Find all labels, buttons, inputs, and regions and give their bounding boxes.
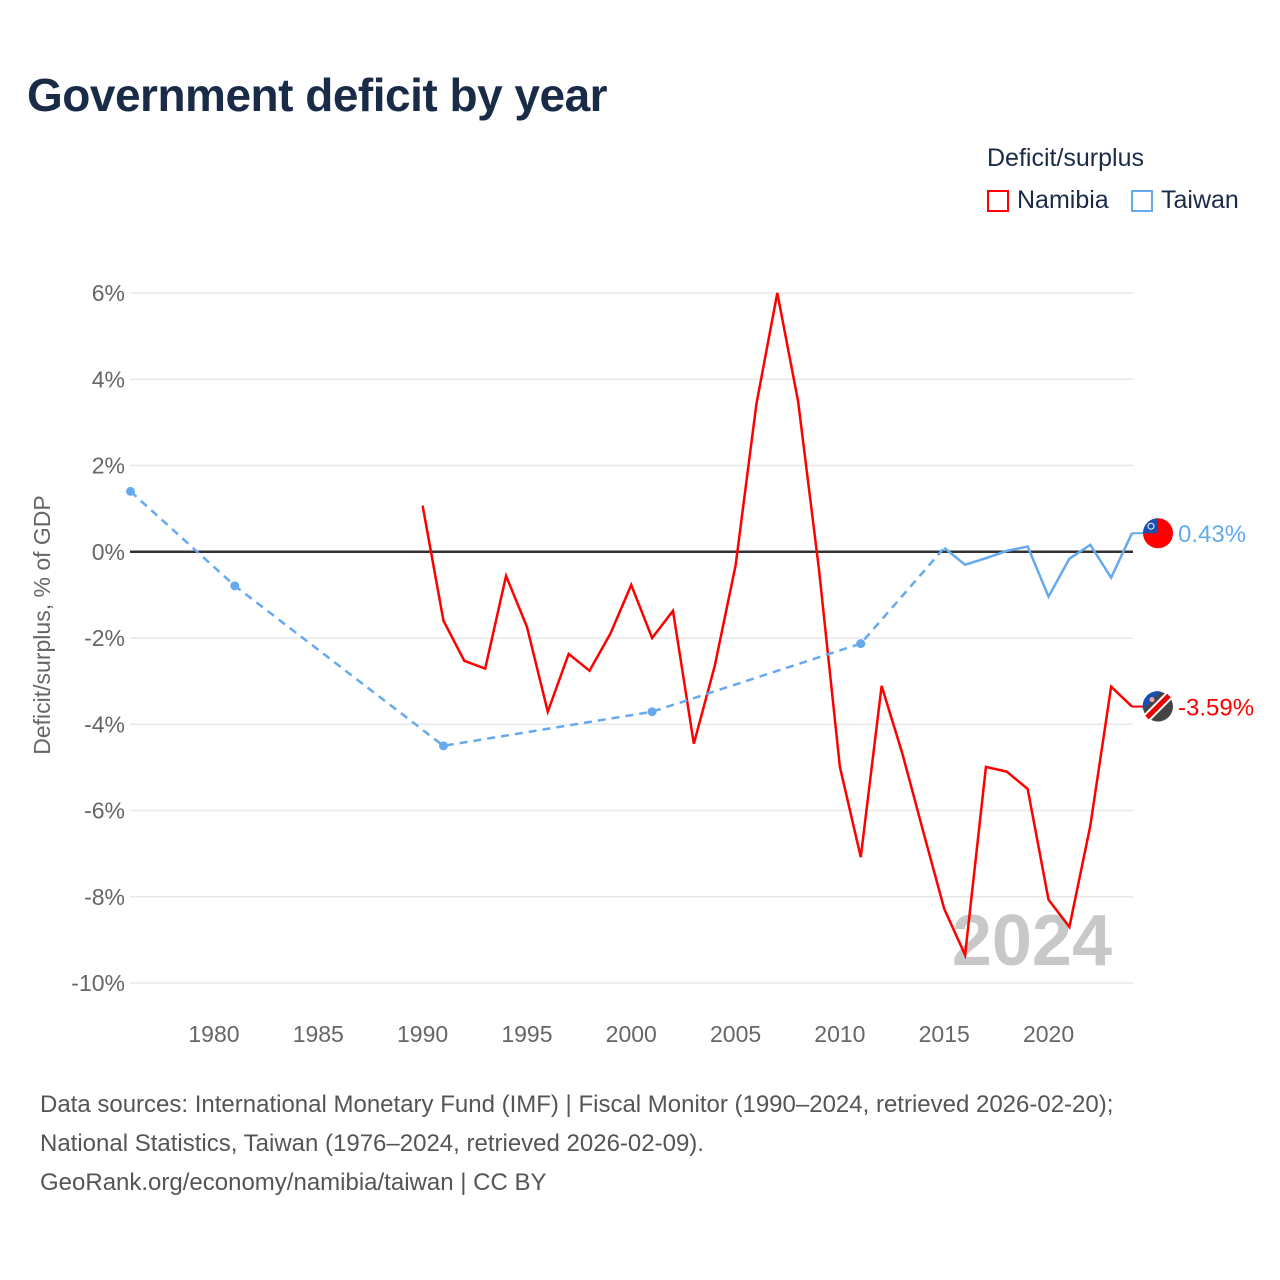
x-tick-label: 2000	[606, 1021, 657, 1047]
year-watermark: 2024	[952, 901, 1112, 981]
legend-title: Deficit/surplus	[987, 144, 1144, 172]
end-value-label: 0.43%	[1178, 521, 1246, 548]
y-tick-label: -2%	[84, 625, 125, 651]
x-tick-label: 2010	[814, 1021, 865, 1047]
namibia-flag-red	[1145, 693, 1171, 720]
y-tick-label: 4%	[92, 366, 125, 392]
x-tick-label: 2020	[1023, 1021, 1074, 1047]
data-point	[126, 486, 135, 496]
series-line-taiwan-sparse	[129, 490, 946, 748]
y-tick-label: 0%	[92, 539, 125, 565]
y-tick-label: 2%	[92, 453, 125, 479]
legend-item-namibia[interactable]: Namibia	[987, 186, 1109, 215]
x-tick-label: 2015	[919, 1021, 970, 1047]
source-link[interactable]: GeoRank.org/economy/namibia/taiwan | CC …	[40, 1169, 547, 1196]
y-axis-label: Deficit/surplus, % of GDP	[29, 495, 55, 754]
legend-item-taiwan[interactable]: Taiwan	[1131, 186, 1239, 215]
taiwan-flag-sun	[1147, 522, 1155, 530]
y-tick-label: -6%	[84, 798, 125, 824]
x-tick-label: 1980	[188, 1021, 239, 1047]
y-tick-label: -10%	[71, 970, 125, 996]
namibia-flag-sun	[1149, 697, 1155, 703]
data-point	[438, 741, 448, 751]
y-tick-label: -4%	[84, 711, 125, 737]
y-tick-label: -8%	[84, 884, 125, 910]
x-tick-label: 1990	[397, 1021, 448, 1047]
end-value-label: -3.59%	[1178, 695, 1254, 722]
legend-swatch-taiwan	[1131, 189, 1153, 212]
chart-title: Government deficit by year	[27, 69, 608, 121]
taiwan-flag-canton	[1143, 518, 1158, 534]
source-line-1: Data sources: International Monetary Fun…	[40, 1091, 1114, 1118]
legend-label: Namibia	[1017, 186, 1109, 214]
series-line-namibia	[421, 292, 1133, 960]
data-point	[856, 639, 866, 649]
series-line-taiwan	[943, 532, 1134, 600]
data-point	[647, 707, 657, 717]
legend-swatch-namibia	[987, 189, 1009, 212]
source-line-2: National Statistics, Taiwan (1976–2024, …	[40, 1130, 704, 1157]
x-tick-label: 1995	[501, 1021, 552, 1047]
legend-label: Taiwan	[1161, 186, 1239, 214]
x-tick-label: 1985	[293, 1021, 344, 1047]
y-tick-label: 6%	[92, 280, 125, 306]
x-tick-label: 2005	[710, 1021, 761, 1047]
data-point	[230, 581, 240, 591]
